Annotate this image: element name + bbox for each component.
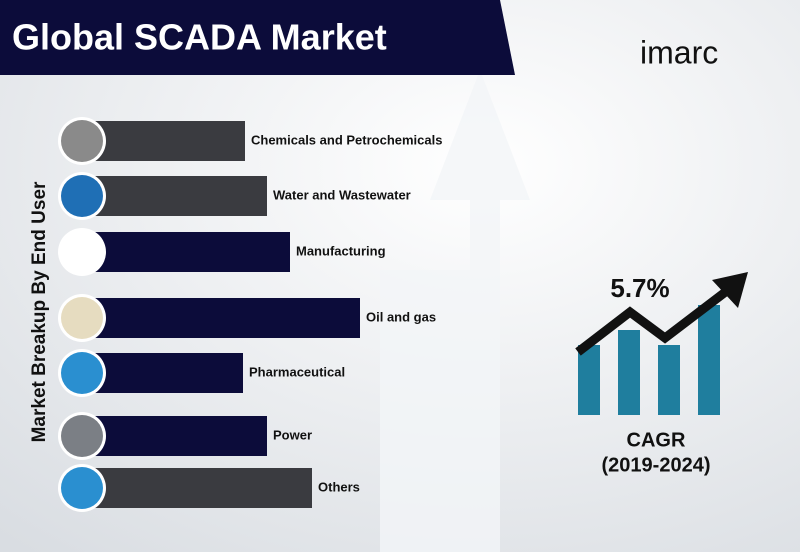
icon bbox=[61, 231, 103, 273]
cagr-arrow bbox=[575, 286, 731, 356]
brand: imarc bbox=[640, 34, 718, 70]
title-banner bbox=[0, 0, 515, 75]
category-label: Power bbox=[273, 427, 312, 442]
category-label: Manufacturing bbox=[296, 243, 386, 258]
bar bbox=[82, 121, 245, 161]
icon bbox=[61, 352, 103, 394]
cagr-label: CAGR bbox=[627, 429, 686, 451]
category-label: Chemicals and Petrochemicals bbox=[251, 132, 442, 147]
icon bbox=[61, 467, 103, 509]
cagr-arrowhead bbox=[712, 272, 748, 308]
icon bbox=[61, 297, 103, 339]
bar bbox=[82, 298, 360, 338]
cagr-bar bbox=[618, 330, 640, 415]
cagr-bar bbox=[578, 345, 600, 415]
icon bbox=[61, 415, 103, 457]
bar bbox=[82, 468, 312, 508]
title: Global SCADA Market bbox=[12, 17, 387, 58]
bar bbox=[82, 416, 267, 456]
bar bbox=[82, 353, 243, 393]
cagr-period: (2019-2024) bbox=[602, 454, 711, 476]
icon bbox=[61, 120, 103, 162]
cagr-bar bbox=[698, 305, 720, 415]
category-label: Others bbox=[318, 479, 360, 494]
cagr-graphic bbox=[575, 272, 748, 415]
cagr-value: 5.7% bbox=[610, 273, 669, 303]
bar bbox=[82, 176, 267, 216]
cagr-bar bbox=[658, 345, 680, 415]
category-label: Oil and gas bbox=[366, 309, 436, 324]
category-label: Water and Wastewater bbox=[273, 187, 411, 202]
bar bbox=[82, 232, 290, 272]
category-label: Pharmaceutical bbox=[249, 364, 345, 379]
bg-arrow bbox=[380, 70, 530, 552]
icon bbox=[61, 175, 103, 217]
y-axis-label: Market Breakup By End User bbox=[29, 181, 50, 442]
